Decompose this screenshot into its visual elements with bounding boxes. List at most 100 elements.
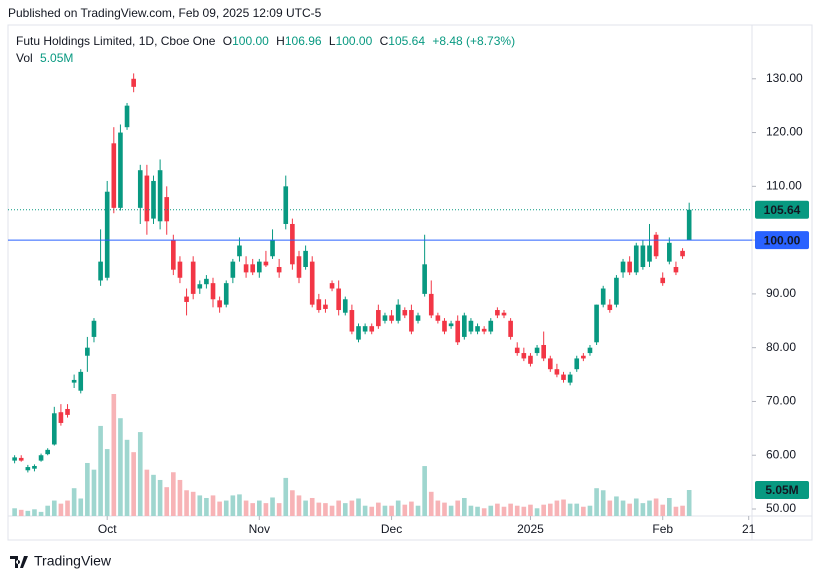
volume-bar — [541, 504, 546, 516]
volume-bar — [475, 506, 480, 516]
volume-bar — [574, 503, 580, 516]
volume-bar — [190, 491, 196, 516]
volume-bar — [151, 474, 156, 516]
legend-key: C — [380, 34, 389, 48]
volume-bar — [290, 490, 295, 516]
volume-bar — [230, 495, 236, 516]
y-tick-label: 60.00 — [766, 447, 796, 461]
volume-bar — [296, 495, 302, 516]
y-tick-label: 70.00 — [766, 394, 796, 408]
candle-body — [336, 288, 341, 311]
candle-body — [415, 315, 421, 321]
price-badge — [755, 231, 809, 250]
candle-body — [647, 245, 652, 262]
candle-body — [256, 261, 262, 273]
candle-body — [71, 379, 77, 383]
x-tick-label: Nov — [249, 522, 270, 536]
candle-body — [534, 347, 540, 354]
candle-body — [395, 304, 401, 321]
candle-body — [475, 326, 480, 332]
volume-bar — [329, 505, 335, 516]
volume-bar — [171, 472, 176, 516]
volume-key: Vol — [16, 51, 33, 65]
y-tick-label: 110.00 — [766, 179, 802, 193]
candle-body — [197, 284, 203, 289]
volume-bar — [481, 508, 487, 516]
candle-body — [541, 344, 546, 359]
y-tick-label: 80.00 — [766, 340, 796, 354]
candle-body — [680, 250, 685, 257]
volume-bar — [369, 506, 375, 516]
volume-badge-label: 5.05M — [765, 483, 798, 497]
candle-body — [32, 465, 37, 469]
candle-body — [137, 170, 143, 208]
volume-bar — [118, 418, 123, 516]
candle-body — [462, 315, 467, 337]
volume-bar — [448, 505, 454, 516]
candle-body — [316, 299, 322, 311]
volume-bar — [428, 491, 434, 516]
volume-bar — [237, 494, 242, 516]
volume-bar — [270, 497, 275, 516]
candle-body — [627, 261, 632, 273]
volume-bar — [660, 504, 666, 516]
volume-bar — [395, 500, 401, 516]
y-tick-label: 50.00 — [766, 501, 796, 515]
candle-body — [574, 358, 580, 370]
candle-body — [495, 310, 500, 316]
candle-body — [521, 353, 527, 359]
price-badge — [755, 200, 809, 219]
volume-bar — [514, 505, 520, 516]
volume-bar — [58, 503, 64, 516]
volume-bar — [45, 505, 50, 516]
volume-bar — [680, 505, 685, 516]
volume-bar — [389, 505, 394, 516]
plot: 50.00 60.00 70.00 80.00 90.00 100.00 110.00 120… — [8, 71, 809, 536]
candle-body — [91, 320, 97, 337]
candle-body — [514, 347, 520, 354]
candle-body — [270, 240, 275, 257]
volume-bar — [263, 503, 269, 516]
candle-body — [243, 264, 249, 273]
volume-bar — [561, 499, 566, 516]
candle-body — [45, 449, 50, 455]
candle-body — [402, 310, 408, 316]
candle-body — [376, 310, 381, 327]
candle-body — [303, 250, 308, 268]
volume-bar — [594, 488, 599, 516]
volume-bar — [137, 432, 143, 516]
legend-key: O — [223, 34, 232, 48]
legend-key: L — [329, 34, 336, 48]
volume-bar — [18, 509, 24, 516]
candle-body — [223, 283, 229, 305]
volume-bar — [581, 506, 586, 516]
y-tick-label: 120.00 — [766, 125, 803, 139]
volume-bar — [547, 503, 553, 516]
candle-body — [614, 277, 619, 305]
volume-bar — [85, 462, 90, 516]
candle-body — [547, 358, 553, 370]
candle-body — [38, 455, 44, 461]
y-tick-label: 130.00 — [766, 71, 803, 85]
volume-bar — [71, 488, 77, 516]
volume-bar — [217, 501, 222, 516]
candle-body — [85, 347, 90, 356]
volume-bar — [177, 479, 183, 516]
volume-bar — [633, 498, 639, 516]
candle-body — [184, 296, 189, 302]
volume-bar — [409, 501, 414, 516]
candle-body — [488, 320, 494, 332]
candle-body — [177, 261, 183, 278]
volume-bar — [587, 505, 593, 516]
candle-body — [587, 347, 593, 354]
volume-bar — [164, 487, 170, 516]
volume-bar — [620, 500, 626, 516]
candle-body — [640, 245, 646, 268]
candle-body — [422, 264, 427, 294]
candle-body — [51, 413, 57, 445]
candle-body — [607, 304, 613, 311]
candle-body — [455, 320, 461, 343]
candle-body — [581, 355, 586, 359]
volume-bar — [303, 500, 308, 516]
candle-body — [217, 300, 222, 308]
